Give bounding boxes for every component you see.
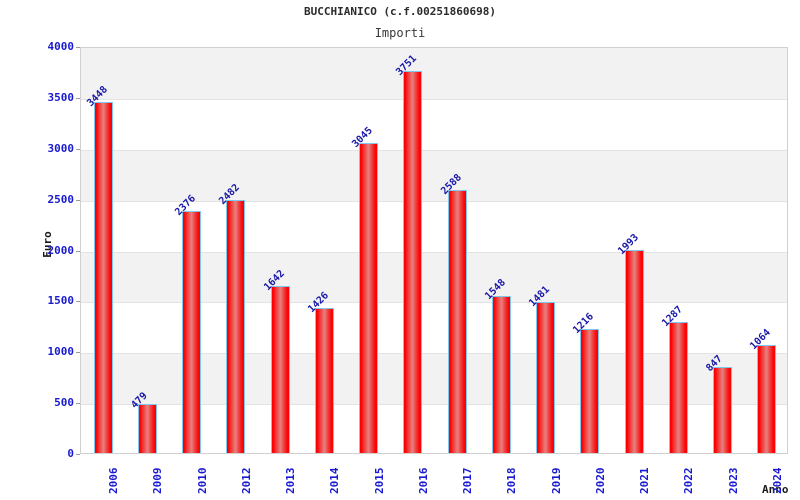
y-tick-mark	[76, 47, 80, 48]
y-tick-label: 4000	[47, 40, 75, 53]
bar[interactable]	[359, 143, 379, 453]
bar[interactable]	[713, 366, 733, 453]
bar[interactable]	[226, 200, 246, 453]
x-tick-label: 2022	[682, 467, 696, 495]
bar[interactable]	[757, 344, 777, 453]
y-tick-mark	[76, 251, 80, 252]
gridline	[81, 150, 787, 151]
bar[interactable]	[580, 329, 600, 453]
y-tick-label: 2000	[47, 243, 75, 257]
bar[interactable]	[624, 250, 644, 453]
y-tick-label: 0	[67, 447, 74, 460]
x-axis-label: Anno	[762, 483, 789, 496]
plot-area: 3448 479 2376 2482 1642 1426 3045 3751 2588 1548 1…	[80, 47, 788, 454]
x-tick-label: 2018	[505, 467, 519, 495]
x-tick-label: 2024	[770, 467, 784, 495]
bar[interactable]	[403, 71, 423, 453]
x-tick-label: 2017	[461, 467, 475, 495]
chart-subtitle: Importi	[374, 26, 426, 40]
x-tick-label: 2010	[195, 467, 209, 495]
x-tick-label: 2016	[416, 467, 430, 495]
y-tick-label: 3000	[47, 141, 75, 155]
x-tick-label: 2013	[284, 467, 298, 495]
y-tick-label: 1000	[47, 345, 75, 359]
bar[interactable]	[447, 189, 467, 453]
bar[interactable]	[491, 295, 511, 453]
gridline	[81, 252, 787, 253]
x-tick-label: 2020	[593, 467, 607, 495]
y-tick-mark	[76, 403, 80, 404]
x-tick-label: 2009	[151, 467, 165, 495]
gridline	[81, 404, 787, 405]
y-tick-label: 500	[54, 396, 74, 410]
y-tick-mark	[76, 149, 80, 150]
x-tick-label: 2021	[638, 467, 652, 495]
gridline	[81, 353, 787, 354]
x-tick-label: 2023	[726, 467, 740, 495]
x-tick-label: 2006	[107, 467, 121, 495]
plot-band	[81, 149, 787, 201]
y-tick-label: 1500	[47, 294, 75, 308]
y-tick-mark	[76, 200, 80, 201]
y-tick-label: 2500	[47, 192, 75, 206]
bar[interactable]	[536, 302, 556, 453]
bar[interactable]	[137, 404, 157, 453]
chart-title: BUCCHIANICO (c.f.00251860698)	[303, 5, 497, 18]
gridline	[81, 201, 787, 202]
y-tick-mark	[76, 98, 80, 99]
bar[interactable]	[270, 285, 290, 453]
gridline	[81, 302, 787, 303]
gridline	[81, 99, 787, 100]
bar[interactable]	[668, 322, 688, 453]
y-tick-mark	[76, 454, 80, 455]
x-tick-label: 2019	[549, 467, 563, 495]
bar[interactable]	[182, 211, 202, 453]
x-tick-label: 2012	[239, 467, 253, 495]
y-tick-mark	[76, 352, 80, 353]
x-tick-label: 2015	[372, 467, 386, 495]
y-tick-mark	[76, 301, 80, 302]
y-tick-label: 3500	[47, 90, 75, 104]
x-tick-label: 2014	[328, 467, 342, 495]
plot-band	[81, 48, 787, 99]
bar[interactable]	[314, 307, 334, 453]
bar[interactable]	[93, 102, 113, 453]
